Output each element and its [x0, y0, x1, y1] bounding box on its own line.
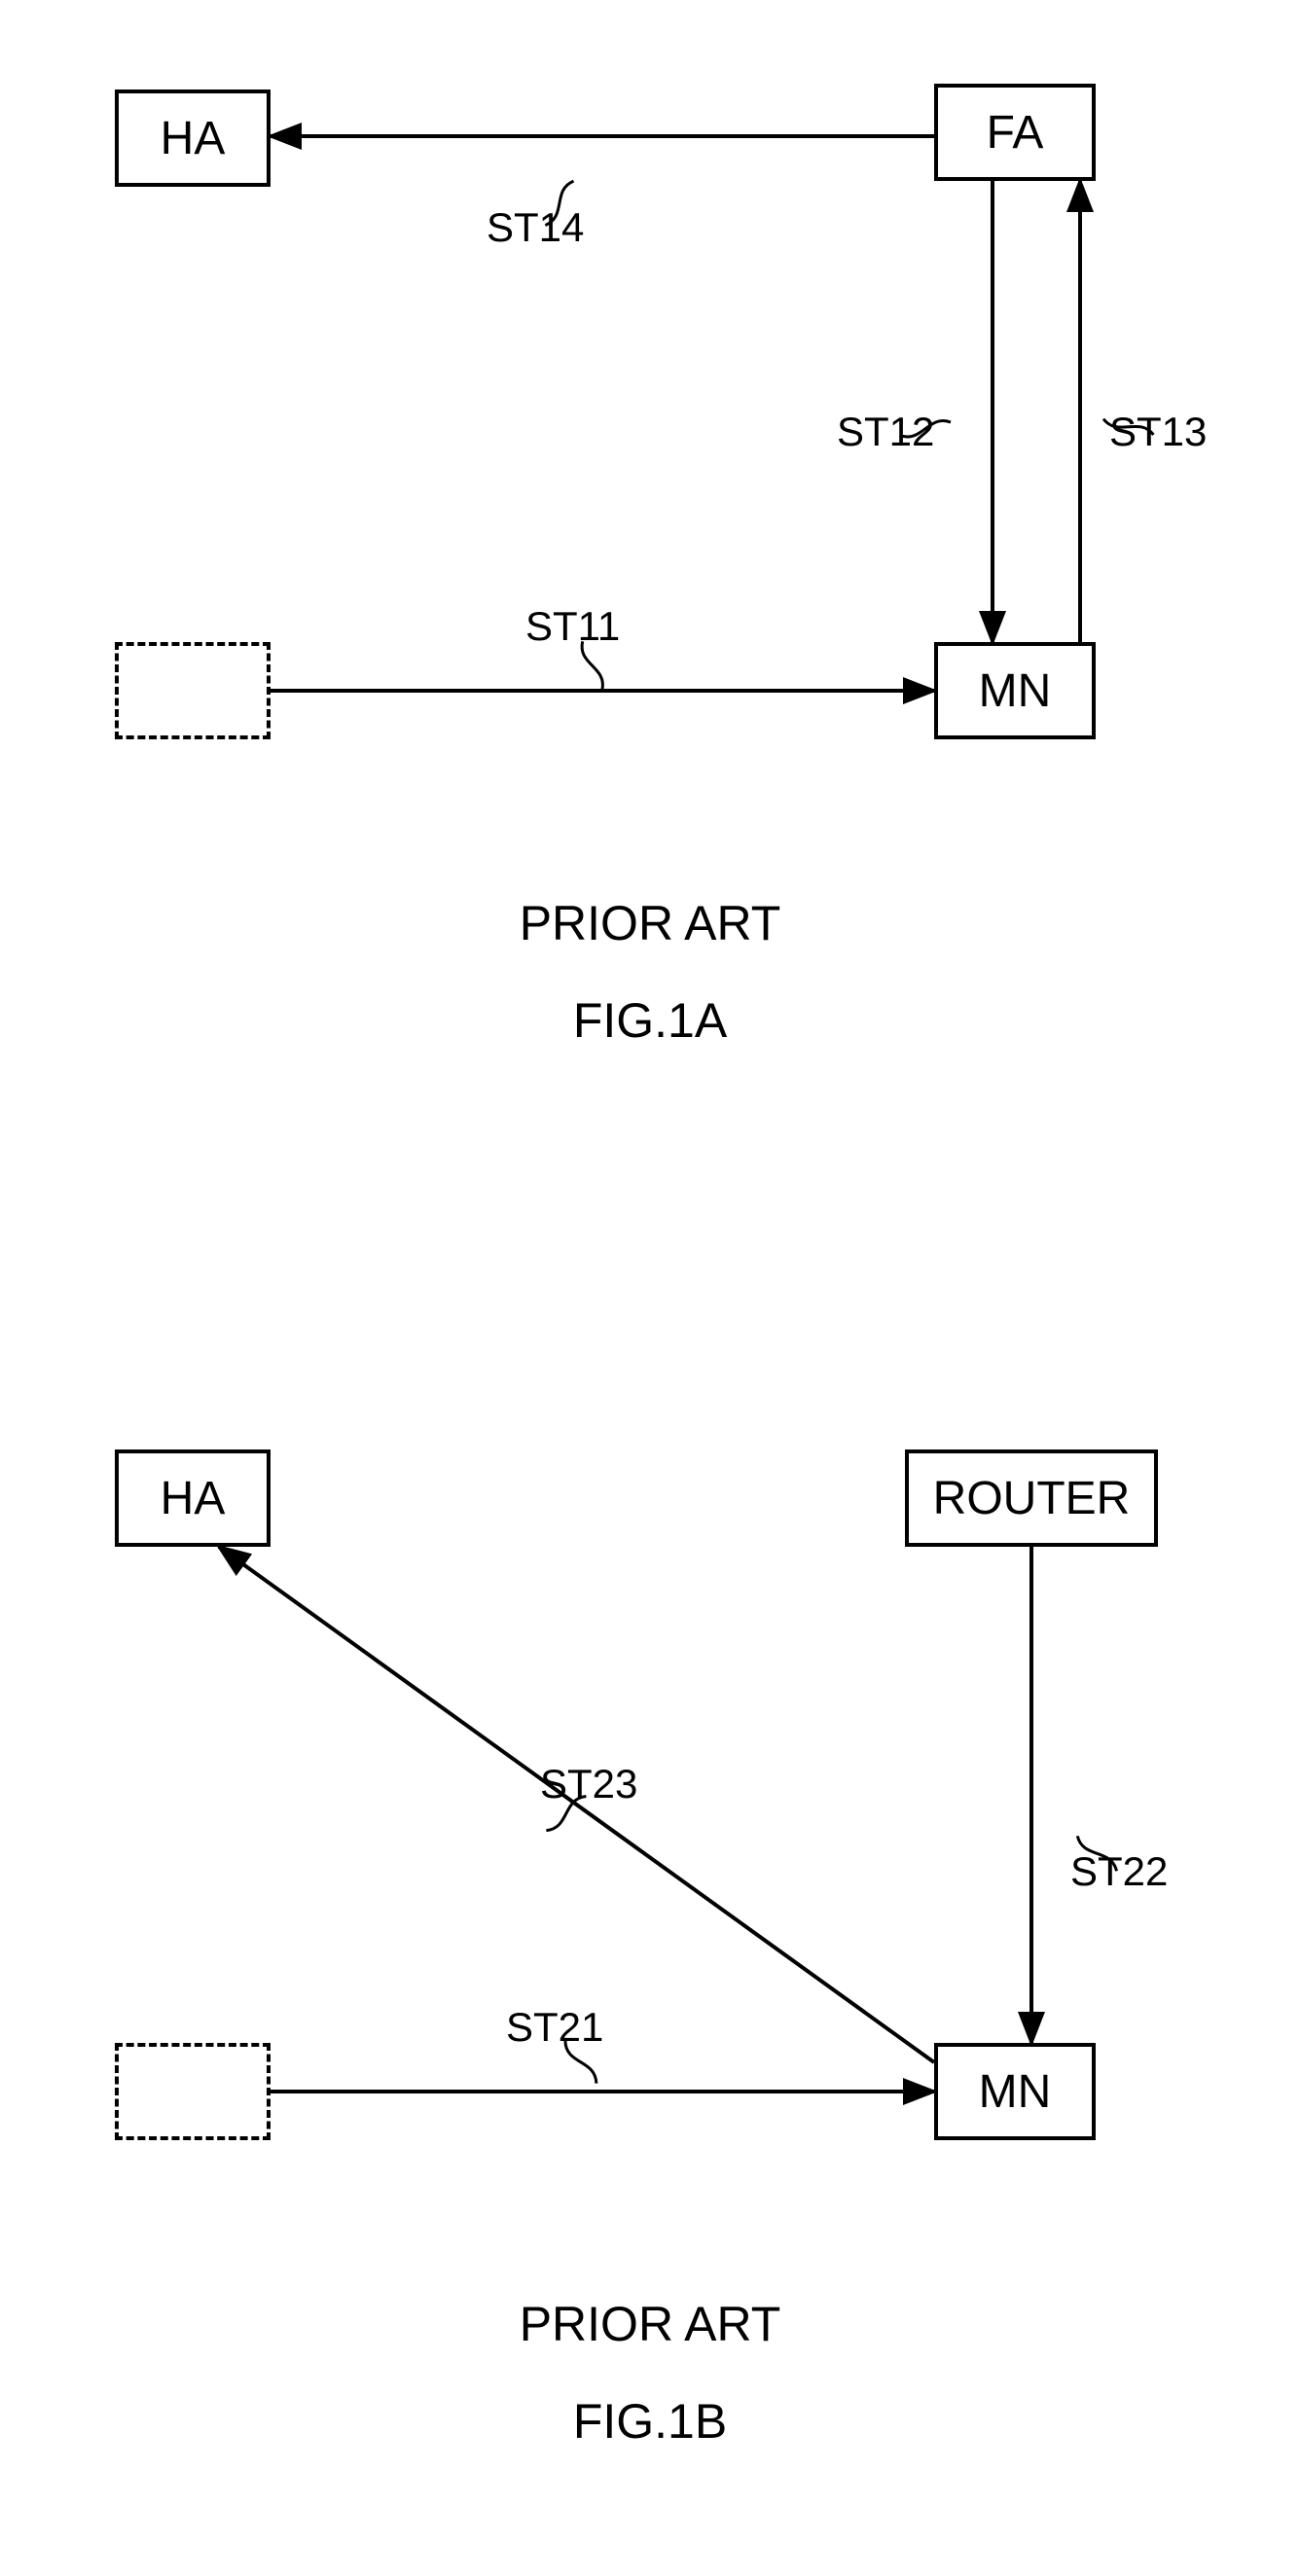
node-ghost: [115, 2043, 271, 2140]
label-ST11: ST11: [525, 603, 620, 650]
node-ROUTER: ROUTER: [905, 1449, 1158, 1547]
label-ST14: ST14: [487, 204, 584, 251]
caption-subtitle: PRIOR ART: [0, 2296, 1300, 2352]
label-ST12: ST12: [837, 409, 934, 455]
node-HA: HA: [115, 89, 271, 187]
node-MN: MN: [934, 2043, 1096, 2140]
node-ghost: [115, 642, 271, 739]
label-ST23: ST23: [540, 1761, 637, 1807]
label-ST21: ST21: [506, 2004, 603, 2051]
node-MN: MN: [934, 642, 1096, 739]
node-HA: HA: [115, 1449, 271, 1547]
node-FA: FA: [934, 84, 1096, 181]
label-ST13: ST13: [1109, 409, 1207, 455]
caption-subtitle: PRIOR ART: [0, 895, 1300, 951]
caption-title: FIG.1B: [0, 2393, 1300, 2450]
label-ST22: ST22: [1070, 1848, 1168, 1895]
caption-title: FIG.1A: [0, 992, 1300, 1049]
